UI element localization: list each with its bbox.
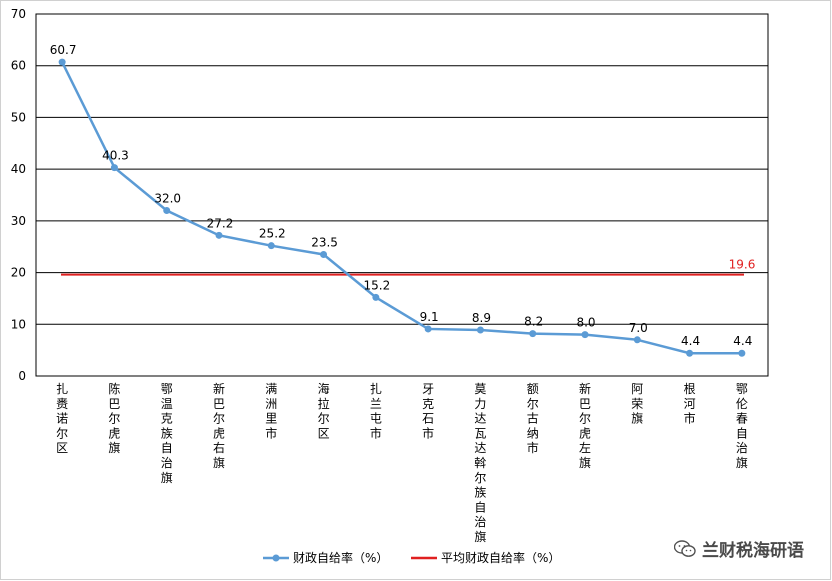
y-tick-label: 50 [11, 110, 26, 124]
data-label: 32.0 [154, 192, 181, 206]
data-point [110, 164, 118, 172]
y-tick-label: 10 [11, 317, 26, 331]
data-point [215, 231, 223, 239]
plot-frame [35, 13, 769, 377]
x-tick-label: 满洲里市 [265, 382, 277, 440]
y-tick-label: 60 [11, 59, 26, 73]
x-tick-label: 海拉尔区 [318, 381, 330, 440]
legend-label-average: 平均财政自给率（%） [441, 550, 560, 565]
data-point [686, 349, 694, 357]
y-tick-label: 20 [11, 266, 26, 280]
data-label: 8.2 [524, 315, 543, 329]
data-label: 8.0 [576, 316, 595, 330]
data-point [529, 330, 537, 338]
x-tick-label: 莫力达瓦达斡尔族自治旗 [474, 382, 486, 544]
watermark: 兰财税海研语 [674, 536, 804, 561]
data-label: 8.9 [472, 311, 491, 325]
x-tick-label: 根河市 [684, 382, 696, 426]
x-tick-label: 扎赉诺尔区 [56, 382, 68, 455]
legend-marker-series [272, 554, 280, 562]
x-tick-label: 新巴尔虎左旗 [579, 381, 591, 470]
data-label: 23.5 [311, 235, 338, 249]
legend-label-series: 财政自给率（%） [293, 550, 388, 565]
data-label: 40.3 [102, 149, 129, 163]
y-tick-label: 0 [18, 369, 26, 383]
data-label: 7.0 [629, 321, 648, 335]
y-tick-label: 30 [11, 214, 26, 228]
series-line [61, 61, 742, 355]
data-label: 4.4 [681, 334, 700, 348]
x-tick-label: 阿荣旗 [631, 382, 643, 426]
x-tick-label: 鄂伦春自治旗 [736, 382, 748, 470]
x-tick-label: 陈巴尔虎旗 [108, 381, 120, 455]
y-tick-label: 40 [11, 162, 26, 176]
data-point [476, 326, 484, 334]
data-label: 27.2 [207, 216, 234, 230]
data-label: 60.7 [50, 43, 77, 57]
wechat-icon [674, 539, 696, 557]
x-tick-label: 鄂温克族自治旗 [161, 382, 173, 485]
watermark-text: 兰财税海研语 [702, 541, 804, 561]
x-tick-label: 额尔古纳市 [527, 382, 539, 455]
y-tick-label: 70 [11, 7, 26, 21]
x-tick-label: 牙克石市 [422, 382, 434, 440]
x-tick-label: 新巴尔虎右旗 [213, 381, 225, 470]
data-point [267, 242, 275, 250]
data-point [581, 331, 589, 339]
average-data-label: 19.6 [729, 258, 756, 272]
data-point [163, 207, 171, 215]
data-label: 15.2 [363, 278, 390, 292]
data-point [738, 349, 746, 357]
x-tick-label: 扎兰屯市 [370, 382, 382, 440]
data-label: 25.2 [259, 227, 286, 241]
data-label: 9.1 [420, 310, 439, 324]
data-point [58, 58, 66, 66]
data-point [320, 250, 328, 258]
data-point [372, 293, 380, 301]
data-point [633, 336, 641, 344]
data-label: 4.4 [733, 334, 752, 348]
data-point [424, 325, 432, 333]
